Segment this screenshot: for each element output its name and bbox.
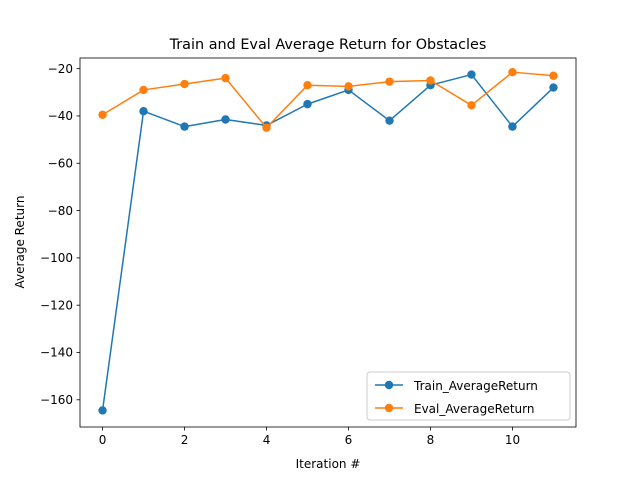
y-tick-label-7: −20 <box>48 62 73 76</box>
series-1-point-11 <box>549 71 558 80</box>
axes-layer: 0 2 4 6 8 10 −160 −140 −120 −100 −80 −60 −40 −20 <box>40 57 577 447</box>
series-1-point-10 <box>508 67 517 77</box>
x-axis-label: Iteration # <box>296 457 361 471</box>
y-tick-label-2: −120 <box>40 298 73 312</box>
y-tick-label-4: −80 <box>48 204 73 218</box>
legend-train-marker <box>384 380 394 390</box>
x-tick-label-1: 2 <box>181 433 189 447</box>
x-tick-label-2: 4 <box>263 433 271 447</box>
legend-train-label: Train_AverageReturn <box>413 379 538 393</box>
y-axis-label: Average Return <box>13 196 27 289</box>
y-tick-label-1: −140 <box>40 346 73 360</box>
series-0-point-11 <box>549 83 558 92</box>
x-tick-label-5: 10 <box>505 433 520 447</box>
plot-layer <box>98 67 558 415</box>
series-1-point-4 <box>262 123 271 132</box>
series-0-point-7 <box>385 116 394 125</box>
series-1-point-0 <box>98 110 107 119</box>
series-1-point-8 <box>426 76 435 85</box>
y-tick-label-6: −40 <box>48 109 73 123</box>
series-0-point-2 <box>180 122 189 131</box>
legend-frame <box>366 371 571 421</box>
series-0-point-9 <box>467 70 476 79</box>
chart-legend: Train_AverageReturn Eval_AverageReturn <box>366 371 571 421</box>
series-1-point-1 <box>139 85 148 95</box>
series-0-point-0 <box>98 406 107 415</box>
series-0-point-1 <box>139 107 148 116</box>
x-tick-label-4: 8 <box>427 433 435 447</box>
legend-eval-marker <box>384 403 394 413</box>
series-1-point-6 <box>344 82 353 91</box>
series-0-point-10 <box>508 122 517 131</box>
series-0-point-3 <box>221 115 230 124</box>
series-1-point-2 <box>180 79 189 89</box>
series-1-point-3 <box>221 73 230 83</box>
series-line-1 <box>101 71 555 129</box>
y-tick-label-0: −160 <box>40 393 73 407</box>
series-line-0 <box>101 73 555 412</box>
series-0-point-5 <box>303 99 312 109</box>
series-1-point-7 <box>385 77 394 86</box>
legend-eval-label: Eval_AverageReturn <box>414 402 534 416</box>
x-tick-label-0: 0 <box>99 433 107 447</box>
series-1-point-9 <box>467 101 476 110</box>
chart-title: Train and Eval Average Return for Obstac… <box>169 37 487 53</box>
y-tick-label-5: −60 <box>48 156 73 170</box>
series-1-point-5 <box>303 81 312 90</box>
x-tick-label-3: 6 <box>345 433 353 447</box>
y-tick-label-3: −100 <box>40 251 73 265</box>
plot-frame <box>79 57 577 428</box>
